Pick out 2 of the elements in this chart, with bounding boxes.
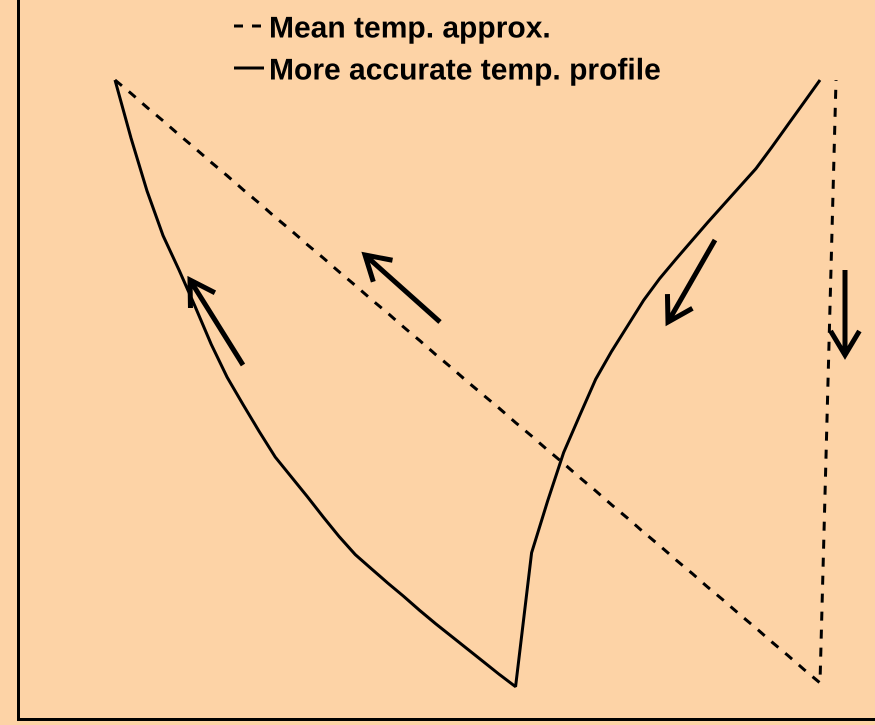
legend-label: More accurate temp. profile (269, 54, 661, 87)
legend-label: Mean temp. approx. (269, 12, 551, 45)
